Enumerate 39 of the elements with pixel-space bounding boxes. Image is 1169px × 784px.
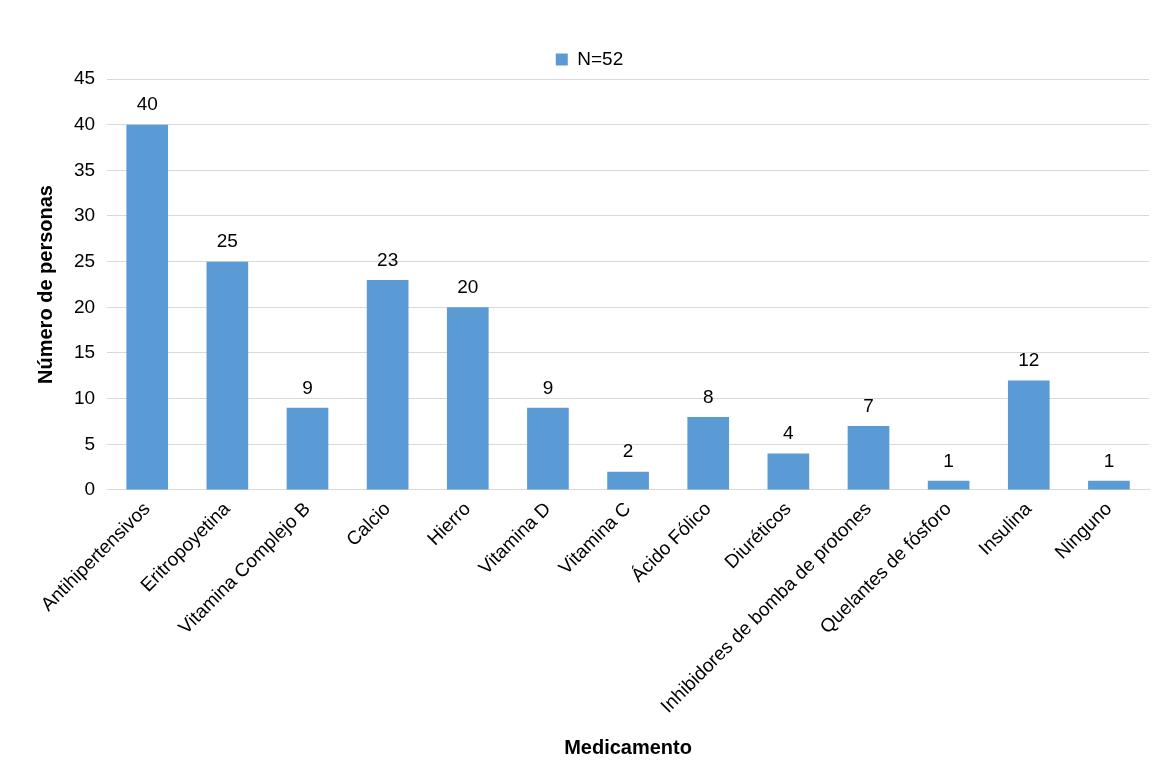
y-tick-label: 30: [73, 204, 96, 226]
x-axis-title: Medicamento: [564, 735, 692, 758]
bar: [847, 426, 890, 490]
data-label: 23: [377, 248, 399, 270]
data-label: 8: [702, 385, 714, 407]
y-tick-label: 45: [73, 67, 96, 89]
bar: [1088, 480, 1130, 490]
data-label: 12: [1018, 349, 1040, 371]
y-tick-label: 10: [73, 386, 96, 408]
data-label: 9: [542, 376, 554, 398]
data-label: 20: [457, 276, 479, 298]
bar: [927, 480, 970, 490]
bar: [446, 307, 489, 490]
data-label: 25: [216, 230, 238, 252]
bar: [607, 471, 649, 490]
bar: [1007, 380, 1050, 490]
data-label: 7: [863, 394, 874, 416]
y-tick-label: 15: [73, 341, 96, 363]
y-tick-label: 0: [84, 478, 96, 500]
y-tick-label: 20: [73, 295, 96, 317]
bar: [286, 407, 329, 490]
y-axis-title: Número de personas: [33, 185, 56, 384]
y-tick-label: 25: [73, 249, 96, 271]
data-label: 1: [943, 449, 954, 471]
bar: [206, 261, 249, 490]
bar: [366, 279, 409, 490]
bar: [527, 407, 569, 490]
data-label: 4: [783, 422, 795, 444]
bar: [687, 416, 730, 490]
bar: [126, 124, 169, 490]
data-label: 9: [302, 376, 313, 398]
y-tick-label: 35: [73, 158, 96, 180]
legend-label: N=52: [577, 47, 624, 69]
data-label: 2: [622, 440, 634, 462]
y-tick-label: 5: [84, 432, 96, 454]
data-label: 40: [136, 93, 158, 115]
bar: [767, 453, 810, 490]
data-label: 1: [1103, 449, 1115, 471]
y-tick-label: 40: [73, 112, 96, 134]
